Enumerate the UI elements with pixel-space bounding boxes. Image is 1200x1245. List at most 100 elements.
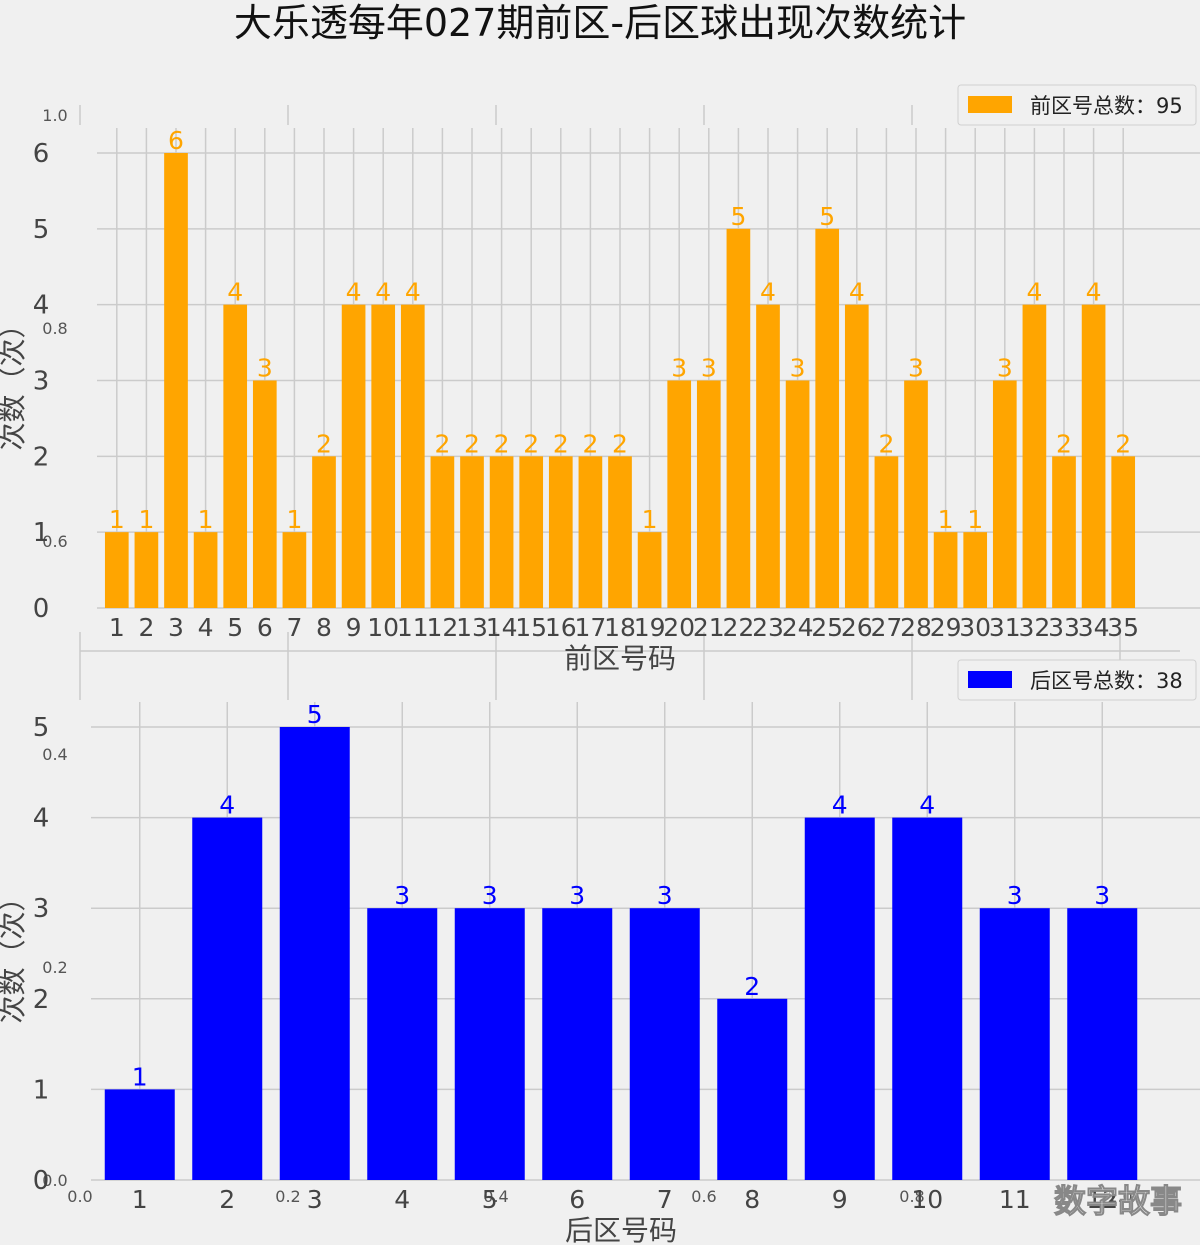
x-tick-label-13: 13	[456, 613, 488, 642]
data-label-26: 4	[849, 278, 865, 307]
y-tick-label: 6	[33, 139, 50, 169]
x-tick-label-6: 6	[257, 613, 273, 642]
bg-axis-x-tick-label: 0.2	[275, 1187, 300, 1206]
bar-12	[1067, 908, 1138, 1180]
data-label-20: 3	[671, 354, 687, 383]
data-label-9: 4	[832, 791, 848, 820]
x-tick-label-15: 15	[515, 613, 547, 642]
x-tick-label-30: 30	[959, 613, 991, 642]
x-tick-label-24: 24	[782, 613, 814, 642]
y-tick-label: 5	[33, 215, 50, 245]
x-tick-label-33: 33	[1048, 613, 1080, 642]
bar-5	[454, 908, 525, 1180]
bar-11	[400, 304, 425, 608]
x-tick-label-12: 12	[426, 613, 458, 642]
watermark-logo: 数字故事	[1054, 1182, 1182, 1220]
y-tick-label: 4	[33, 291, 50, 321]
data-label-9: 4	[346, 278, 362, 307]
data-label-3: 6	[168, 126, 184, 155]
data-label-1: 1	[132, 1062, 148, 1091]
x-tick-label-9: 9	[832, 1185, 848, 1214]
data-label-29: 1	[938, 505, 954, 534]
x-tick-label-27: 27	[870, 613, 902, 642]
bg-axis-x-tick-label: 0.0	[67, 1187, 92, 1206]
data-label-17: 2	[582, 429, 598, 458]
data-label-27: 2	[878, 429, 894, 458]
bar-32	[1022, 304, 1047, 608]
x-tick-label-31: 31	[989, 613, 1021, 642]
bar-1	[104, 532, 129, 608]
legend-swatch	[968, 96, 1012, 113]
bar-34	[1081, 304, 1106, 608]
x-tick-label-16: 16	[545, 613, 577, 642]
y-tick-label: 3	[33, 367, 50, 397]
y-tick-label: 2	[33, 985, 50, 1015]
back-zone-panel: 012345114253343536372849410311312后区号码次数（…	[0, 659, 1200, 1245]
bar-27	[874, 456, 899, 608]
data-label-25: 5	[819, 202, 835, 231]
bar-16	[548, 456, 573, 608]
bar-6	[542, 908, 613, 1180]
bar-17	[578, 456, 603, 608]
bar-29	[933, 532, 958, 608]
x-tick-label-4: 4	[394, 1185, 410, 1214]
bar-20	[667, 380, 692, 608]
bar-31	[992, 380, 1017, 608]
bg-axis-x-tick-label: 1.0	[1107, 1187, 1132, 1206]
bar-30	[963, 532, 988, 608]
x-tick-label-11: 11	[999, 1185, 1031, 1214]
y-tick-label: 0	[33, 594, 50, 624]
bar-23	[756, 304, 780, 608]
y-axis-label: 次数（次）	[0, 310, 29, 450]
bar-22	[726, 228, 751, 609]
data-label-6: 3	[257, 354, 273, 383]
x-tick-label-8: 8	[316, 613, 332, 642]
x-tick-label-22: 22	[722, 613, 754, 642]
data-label-15: 2	[523, 429, 539, 458]
bg-axis-y-tick-label: 0.8	[42, 319, 67, 338]
bar-8	[312, 456, 336, 608]
x-tick-label-2: 2	[219, 1185, 235, 1214]
x-tick-label-34: 34	[1078, 613, 1110, 642]
data-label-1: 1	[109, 505, 125, 534]
y-tick-label: 2	[33, 442, 50, 472]
data-label-6: 3	[569, 881, 585, 910]
data-label-14: 2	[494, 429, 510, 458]
x-tick-label-20: 20	[663, 613, 695, 642]
bg-axis-y-tick-label: 1.0	[42, 106, 67, 125]
data-label-11: 3	[1007, 881, 1023, 910]
bar-24	[785, 380, 810, 608]
data-label-19: 1	[642, 505, 658, 534]
bar-2	[192, 817, 263, 1180]
data-label-11: 4	[405, 278, 421, 307]
y-tick-label: 0	[33, 1166, 50, 1196]
x-tick-label-29: 29	[930, 613, 962, 642]
bar-2	[134, 532, 159, 608]
bar-11	[979, 908, 1050, 1180]
bar-18	[608, 456, 632, 608]
bg-axis-y-tick-label: 0.0	[42, 1171, 67, 1190]
legend: 后区号总数：38	[957, 659, 1197, 701]
data-label-32: 4	[1026, 278, 1042, 307]
legend-label: 前区号总数：95	[1030, 94, 1183, 118]
x-tick-label-6: 6	[569, 1185, 585, 1214]
x-axis-label: 后区号码	[565, 1214, 677, 1245]
x-tick-label-26: 26	[841, 613, 873, 642]
data-label-8: 2	[316, 429, 332, 458]
bar-15	[519, 456, 544, 608]
x-tick-label-4: 4	[198, 613, 214, 642]
data-label-13: 2	[464, 429, 480, 458]
data-label-10: 4	[919, 791, 935, 820]
legend: 前区号总数：95	[957, 84, 1197, 126]
bar-10	[892, 817, 963, 1180]
data-label-3: 5	[307, 700, 323, 729]
y-axis-label: 次数（次）	[0, 883, 29, 1023]
bar-5	[223, 304, 248, 608]
legend-box	[957, 84, 1197, 126]
data-label-23: 4	[760, 278, 776, 307]
y-tick-label: 4	[33, 804, 50, 834]
y-tick-label: 1	[33, 518, 50, 548]
x-tick-label-11: 11	[397, 613, 429, 642]
